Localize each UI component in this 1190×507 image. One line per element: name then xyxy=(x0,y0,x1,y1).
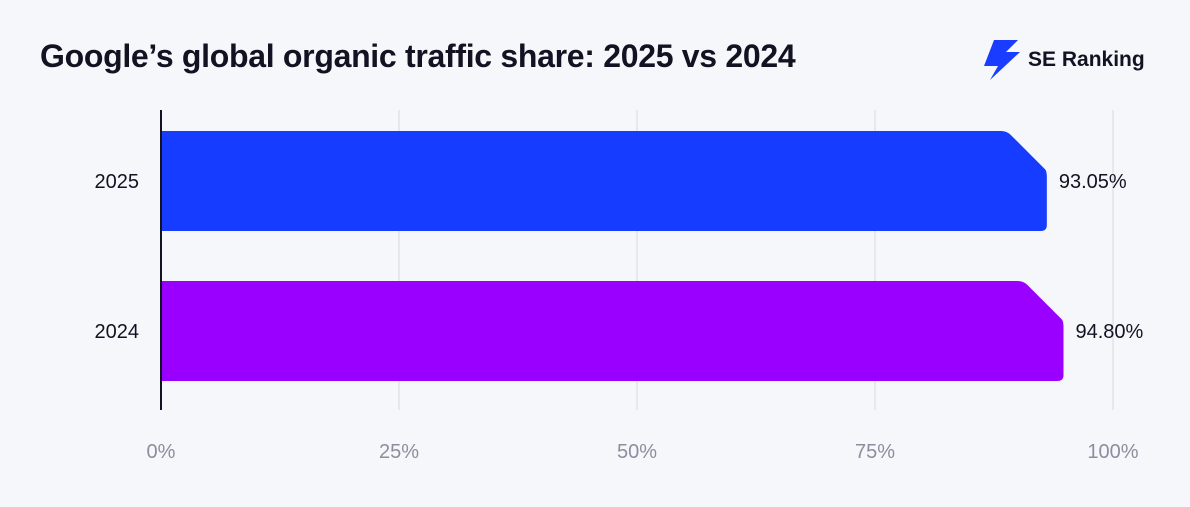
chart-title: Google’s global organic traffic share: 2… xyxy=(40,38,796,74)
bar-2024 xyxy=(161,281,1064,381)
data-label: 94.80% xyxy=(1075,321,1143,343)
category-label: 2025 xyxy=(95,171,140,193)
category-label: 2024 xyxy=(95,321,140,343)
x-tick-label: 100% xyxy=(1087,441,1138,463)
x-tick-label: 75% xyxy=(855,441,895,463)
x-tick-label: 25% xyxy=(379,441,419,463)
brand-logo: SE Ranking xyxy=(984,38,1145,82)
data-label: 93.05% xyxy=(1059,171,1127,193)
bar-2025 xyxy=(161,131,1047,231)
se-ranking-logo-icon xyxy=(984,40,1020,80)
x-tick-label: 50% xyxy=(617,441,657,463)
x-tick-label: 0% xyxy=(147,441,176,463)
brand-name: SE Ranking xyxy=(1028,48,1145,71)
